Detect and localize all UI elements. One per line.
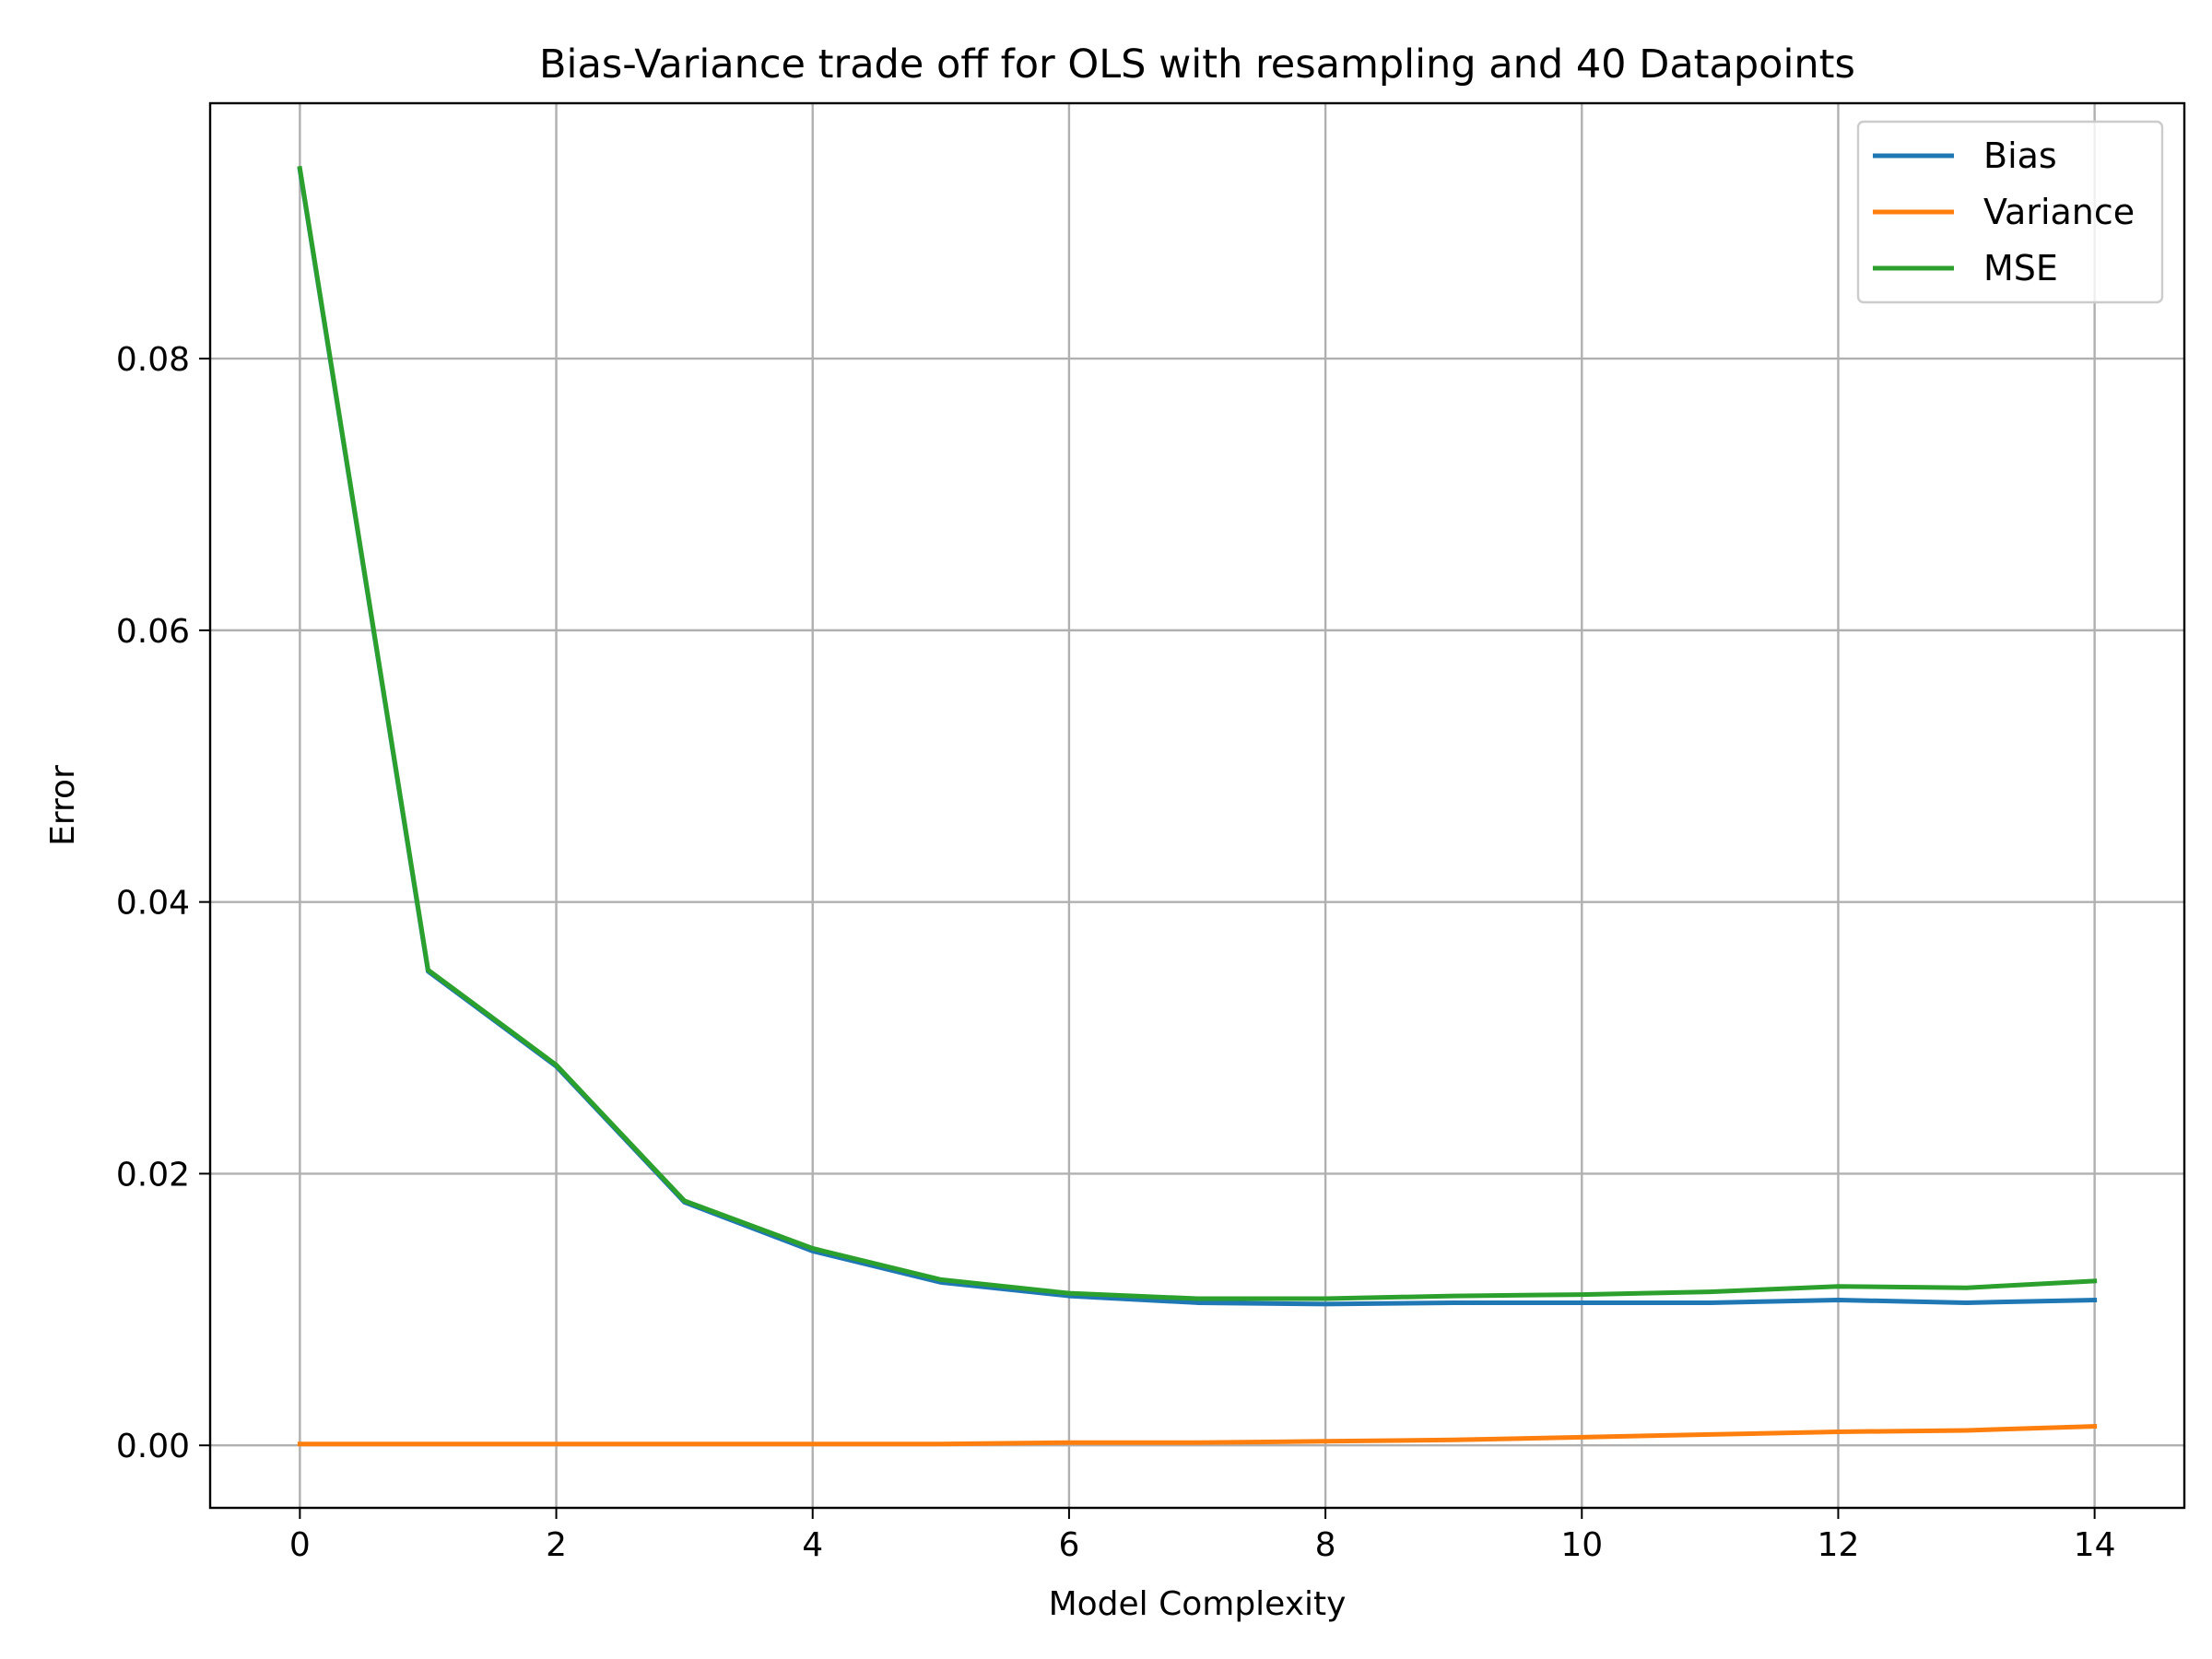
y-tick-label: 0.04 [116, 885, 190, 923]
x-tick-label: 0 [289, 1526, 311, 1564]
legend-box [1856, 120, 2164, 304]
y-tick-label: 0.00 [116, 1428, 190, 1465]
series-line-variance [297, 1423, 2098, 1447]
y-axis-label: Error [44, 765, 82, 846]
y-axis-ticks: 0.00 0.02 0.04 0.06 0.08 [116, 341, 210, 1465]
legend: Bias Variance MSE [1856, 120, 2164, 304]
x-axis-ticks: 0 2 4 6 8 10 12 14 [289, 1508, 2116, 1564]
x-tick-label: 4 [802, 1526, 823, 1564]
legend-label-variance: Variance [1983, 192, 2135, 232]
x-tick-label: 6 [1058, 1526, 1079, 1564]
legend-label-bias: Bias [1983, 135, 2057, 176]
x-tick-label: 14 [2074, 1526, 2116, 1564]
plot-area-frame [208, 101, 2186, 1510]
x-axis-label: Model Complexity [1049, 1585, 1347, 1623]
y-tick-label: 0.06 [116, 613, 190, 651]
x-tick-label: 12 [1818, 1526, 1860, 1564]
x-tick-label: 8 [1315, 1526, 1336, 1564]
legend-label-mse: MSE [1983, 248, 2058, 288]
y-tick-label: 0.02 [116, 1156, 190, 1194]
chart-title: Bias-Variance trade off for OLS with res… [539, 41, 1855, 88]
series-lines [297, 165, 2098, 1447]
y-tick-label: 0.08 [116, 341, 190, 379]
x-tick-label: 2 [546, 1526, 567, 1564]
x-tick-label: 10 [1560, 1526, 1603, 1564]
series-line-mse [297, 165, 2098, 1301]
